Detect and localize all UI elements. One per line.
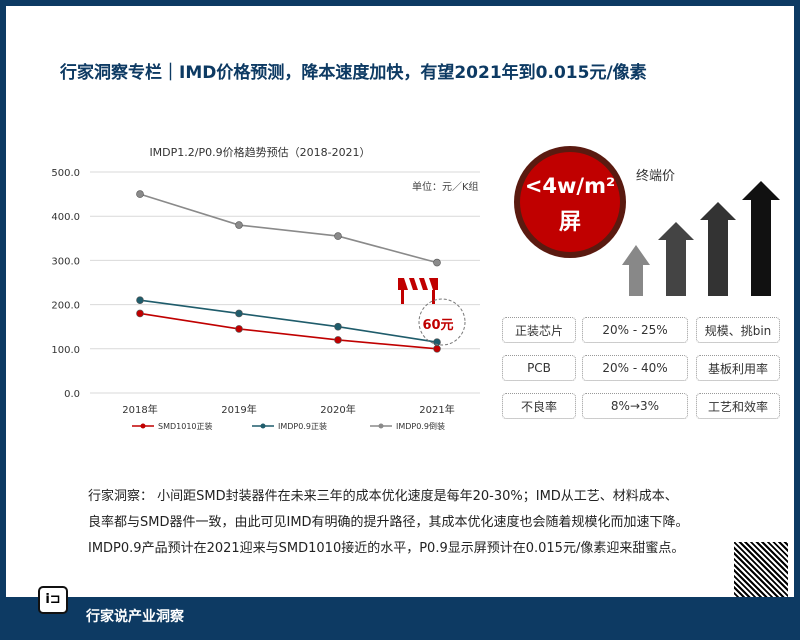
badge-line1: <4w/m²	[524, 174, 616, 198]
legend-marker	[140, 423, 146, 429]
annotation-circle	[418, 298, 466, 346]
insight-line: 良率都与SMD器件一致，由此可见IMD有明确的提升路径，其成本优化速度也会随着规…	[88, 515, 689, 530]
data-point	[433, 258, 441, 267]
table-cell: 不良率	[502, 393, 576, 419]
y-tick-label: 0.0	[64, 389, 80, 400]
page-title: 行家洞察专栏｜IMD价格预测，降本速度加快，有望2021年到0.015元/像素	[60, 63, 647, 83]
series-line	[139, 299, 438, 343]
legend-label: IMDP0.9正装	[278, 421, 327, 431]
footer-text: 行家说产业洞察	[86, 609, 184, 625]
series-line	[139, 312, 438, 350]
brand-logo: i⊐	[38, 586, 68, 614]
legend-label: IMDP0.9倒装	[396, 421, 445, 431]
insight-text: 行家洞察： 小间距SMD封装器件在未来三年的成本优化速度是每年20-30%；IM…	[88, 484, 728, 562]
table-cell: PCB	[502, 355, 576, 381]
legend-marker	[260, 423, 266, 429]
data-point	[334, 232, 342, 240]
insight-line: IMDP0.9产品预计在2021迎来与SMD1010接近的水平，P0.9显示屏预…	[88, 541, 685, 556]
legend-marker	[378, 423, 384, 429]
table-cell: 正装芯片	[502, 317, 576, 343]
unit-label: 单位：元／K组	[412, 182, 479, 193]
line-chart: IMDP1.2/P0.9价格趋势预估（2018-2021） 0.0 100.0 200…	[51, 145, 480, 431]
barrier-stripe	[404, 278, 413, 290]
page	[6, 6, 794, 634]
power-badge: <4w/m² 屏	[514, 146, 626, 258]
table-cell: 20% - 40%	[582, 355, 688, 381]
chart-title: IMDP1.2/P0.9价格趋势预估（2018-2021）	[149, 145, 370, 159]
data-point	[136, 296, 144, 304]
data-point	[235, 309, 243, 318]
y-tick-label: 400.0	[51, 212, 80, 223]
table-cell: 20% - 25%	[582, 317, 688, 343]
table-cell: 规模、挑bin	[696, 317, 780, 343]
data-point	[136, 309, 144, 318]
end-price-label: 终端价	[636, 169, 676, 184]
series-line	[139, 193, 438, 264]
data-point	[334, 322, 342, 331]
barrier-stripe	[414, 278, 423, 290]
legend-label: SMD1010正装	[158, 421, 213, 431]
table-cell: 8%→3%	[582, 393, 688, 419]
qr-code	[734, 542, 788, 600]
x-tick-label: 2021年	[419, 403, 454, 416]
footer-bar	[0, 597, 800, 634]
rising-arrows-icon	[622, 181, 780, 296]
y-tick-label: 200.0	[51, 301, 80, 312]
barrier-leg	[432, 290, 435, 304]
barrier-stripe	[424, 278, 433, 290]
table-cell: 基板利用率	[696, 355, 780, 381]
badge-line2: 屏	[558, 210, 581, 235]
data-point	[334, 336, 342, 344]
data-point	[433, 345, 441, 353]
data-point	[136, 190, 144, 198]
table-cell: 工艺和效率	[696, 393, 780, 419]
x-tick-label: 2018年	[122, 403, 157, 416]
barrier-leg	[401, 290, 404, 304]
y-tick-label: 500.0	[51, 168, 80, 179]
x-tick-label: 2020年	[320, 403, 355, 416]
x-tick-label: 2019年	[221, 403, 256, 416]
data-point	[235, 325, 243, 333]
annotation-label: 60元	[422, 318, 453, 333]
insight-line: 行家洞察： 小间距SMD封装器件在未来三年的成本优化速度是每年20-30%；IM…	[88, 489, 678, 504]
y-tick-label: 100.0	[51, 345, 80, 356]
y-tick-label: 300.0	[51, 256, 80, 267]
data-point	[235, 221, 243, 229]
